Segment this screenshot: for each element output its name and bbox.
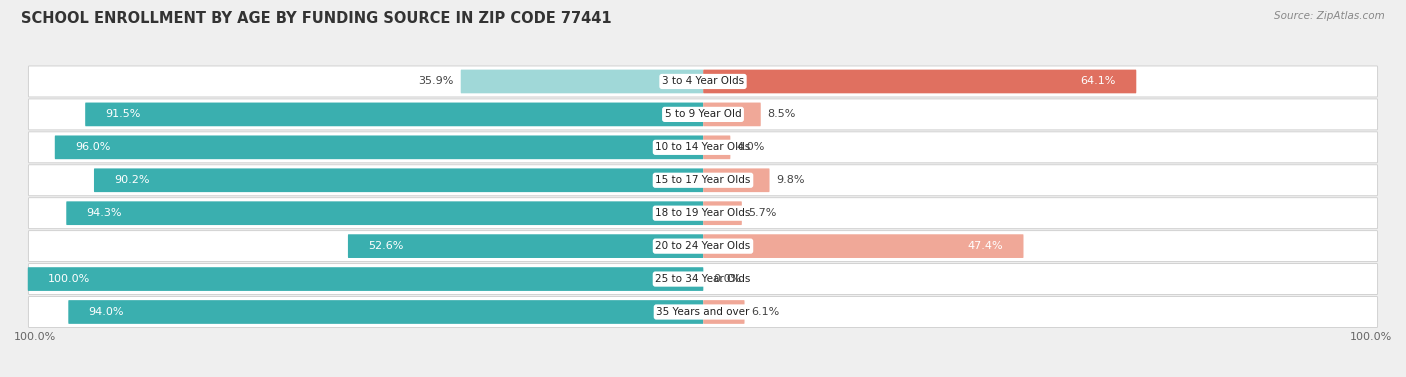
FancyBboxPatch shape — [461, 70, 703, 93]
FancyBboxPatch shape — [703, 70, 1136, 93]
Text: 0.0%: 0.0% — [713, 274, 741, 284]
Text: 35 Years and over: 35 Years and over — [657, 307, 749, 317]
Text: 100.0%: 100.0% — [1350, 333, 1392, 342]
Text: 5 to 9 Year Old: 5 to 9 Year Old — [665, 109, 741, 120]
Text: 4.0%: 4.0% — [737, 143, 765, 152]
FancyBboxPatch shape — [55, 135, 703, 159]
FancyBboxPatch shape — [28, 297, 1378, 328]
Text: 96.0%: 96.0% — [75, 143, 110, 152]
Text: 91.5%: 91.5% — [105, 109, 141, 120]
Text: 35.9%: 35.9% — [419, 77, 454, 86]
FancyBboxPatch shape — [28, 132, 1378, 163]
FancyBboxPatch shape — [703, 135, 730, 159]
Text: Source: ZipAtlas.com: Source: ZipAtlas.com — [1274, 11, 1385, 21]
Text: 8.5%: 8.5% — [768, 109, 796, 120]
FancyBboxPatch shape — [28, 66, 1378, 97]
Text: 47.4%: 47.4% — [967, 241, 1002, 251]
Text: SCHOOL ENROLLMENT BY AGE BY FUNDING SOURCE IN ZIP CODE 77441: SCHOOL ENROLLMENT BY AGE BY FUNDING SOUR… — [21, 11, 612, 26]
FancyBboxPatch shape — [703, 169, 769, 192]
Text: 5.7%: 5.7% — [748, 208, 776, 218]
FancyBboxPatch shape — [94, 169, 703, 192]
FancyBboxPatch shape — [703, 300, 745, 324]
FancyBboxPatch shape — [86, 103, 703, 126]
Text: 52.6%: 52.6% — [368, 241, 404, 251]
FancyBboxPatch shape — [66, 201, 703, 225]
Text: 100.0%: 100.0% — [48, 274, 90, 284]
FancyBboxPatch shape — [703, 234, 1024, 258]
FancyBboxPatch shape — [703, 103, 761, 126]
FancyBboxPatch shape — [347, 234, 703, 258]
Text: 10 to 14 Year Olds: 10 to 14 Year Olds — [655, 143, 751, 152]
Text: 100.0%: 100.0% — [14, 333, 56, 342]
Text: 15 to 17 Year Olds: 15 to 17 Year Olds — [655, 175, 751, 185]
Text: 6.1%: 6.1% — [751, 307, 779, 317]
Text: 90.2%: 90.2% — [114, 175, 149, 185]
FancyBboxPatch shape — [28, 231, 1378, 262]
Text: 18 to 19 Year Olds: 18 to 19 Year Olds — [655, 208, 751, 218]
Text: 25 to 34 Year Olds: 25 to 34 Year Olds — [655, 274, 751, 284]
FancyBboxPatch shape — [28, 264, 1378, 294]
FancyBboxPatch shape — [69, 300, 703, 324]
Text: 20 to 24 Year Olds: 20 to 24 Year Olds — [655, 241, 751, 251]
FancyBboxPatch shape — [703, 201, 742, 225]
FancyBboxPatch shape — [28, 267, 703, 291]
FancyBboxPatch shape — [28, 165, 1378, 196]
FancyBboxPatch shape — [28, 198, 1378, 229]
Text: 64.1%: 64.1% — [1080, 77, 1116, 86]
Text: 94.3%: 94.3% — [86, 208, 122, 218]
Text: 94.0%: 94.0% — [89, 307, 124, 317]
Text: 9.8%: 9.8% — [776, 175, 804, 185]
FancyBboxPatch shape — [28, 99, 1378, 130]
Text: 3 to 4 Year Olds: 3 to 4 Year Olds — [662, 77, 744, 86]
